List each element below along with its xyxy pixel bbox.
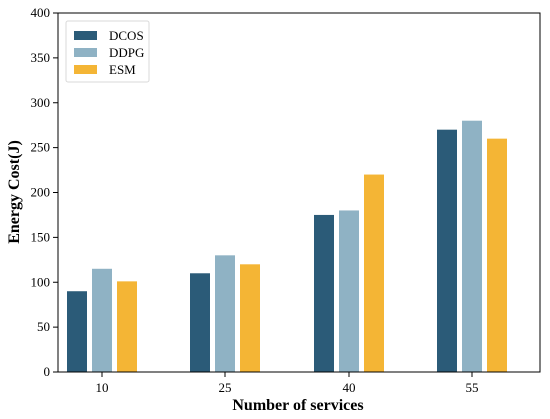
x-tick-label: 25 bbox=[219, 380, 232, 395]
bar-ddpg-55 bbox=[462, 120, 482, 372]
y-tick-label: 200 bbox=[31, 185, 51, 200]
plot-area bbox=[67, 120, 507, 372]
y-tick-label: 150 bbox=[31, 229, 51, 244]
x-tick-label: 40 bbox=[343, 380, 356, 395]
bar-esm-55 bbox=[487, 138, 507, 372]
legend-label-esm: ESM bbox=[109, 62, 136, 77]
bar-ddpg-40 bbox=[339, 210, 359, 372]
bar-dcos-40 bbox=[314, 214, 334, 372]
bar-esm-10 bbox=[117, 281, 137, 372]
y-tick-label: 350 bbox=[31, 50, 51, 65]
y-tick-label: 400 bbox=[31, 5, 51, 20]
y-tick-label: 0 bbox=[44, 364, 51, 379]
x-tick-label: 10 bbox=[96, 380, 109, 395]
bar-esm-40 bbox=[364, 174, 384, 372]
legend-label-dcos: DCOS bbox=[109, 28, 144, 43]
y-tick-label: 100 bbox=[31, 274, 51, 289]
legend-swatch-ddpg bbox=[74, 48, 97, 57]
y-axis-title: Energy Cost(J) bbox=[6, 140, 23, 244]
legend-swatch-dcos bbox=[74, 31, 97, 40]
legend: DCOS DDPG ESM bbox=[65, 20, 150, 83]
bar-esm-25 bbox=[240, 264, 260, 372]
axes: 0 50 100 150 200 250 300 350 400 10 25 40 55 bbox=[31, 5, 541, 395]
y-tick-label: 250 bbox=[31, 140, 51, 155]
bar-ddpg-10 bbox=[92, 268, 112, 372]
legend-label-ddpg: DDPG bbox=[109, 45, 144, 60]
bar-dcos-25 bbox=[190, 273, 210, 372]
y-tick-label: 300 bbox=[31, 95, 51, 110]
x-axis-title: Number of services bbox=[232, 397, 363, 414]
bar-dcos-55 bbox=[437, 129, 457, 372]
bar-dcos-10 bbox=[67, 291, 87, 372]
bar-ddpg-25 bbox=[215, 255, 235, 372]
legend-swatch-esm bbox=[74, 65, 97, 74]
y-tick-label: 50 bbox=[37, 319, 50, 334]
x-tick-label: 55 bbox=[466, 380, 479, 395]
